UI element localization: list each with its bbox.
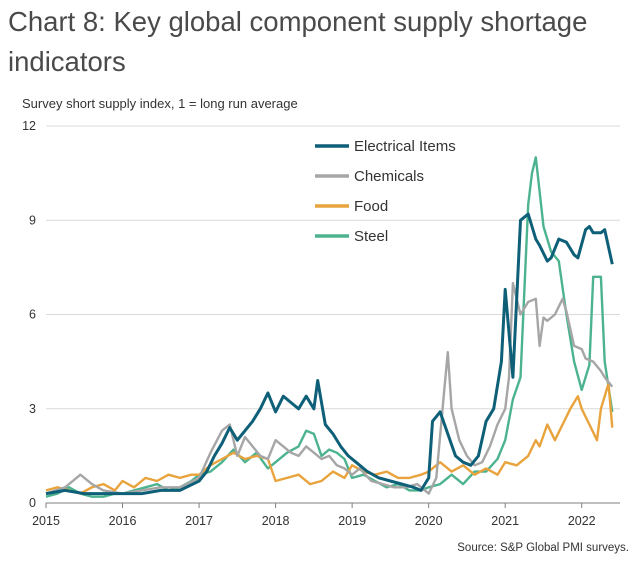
series-lines xyxy=(45,156,614,498)
source-note: Source: S&P Global PMI surveys. xyxy=(457,542,629,554)
x-tick-label: 2016 xyxy=(109,514,137,528)
legend-label-steel: Steel xyxy=(354,228,388,245)
y-tick-label: 3 xyxy=(29,402,36,416)
x-tick-label: 2020 xyxy=(415,514,443,528)
y-tick-label: 9 xyxy=(29,213,36,227)
x-tick-label: 2017 xyxy=(185,514,213,528)
series-line-food xyxy=(45,382,614,495)
series-line-electrical-items xyxy=(45,212,614,496)
legend-label-chemicals: Chemicals xyxy=(354,168,424,185)
legend-label-electrical-items: Electrical Items xyxy=(354,138,456,155)
x-tick-label: 2021 xyxy=(491,514,519,528)
y-tick-label: 12 xyxy=(22,119,36,133)
y-axis-ticks: 0 3 6 9 12 xyxy=(22,119,36,510)
y-tick-label: 0 xyxy=(29,496,36,510)
chart-title: Chart 8: Key global component supply sho… xyxy=(8,6,588,77)
x-tick-label: 2015 xyxy=(32,514,60,528)
x-tick-label: 2019 xyxy=(338,514,366,528)
x-tick-label: 2018 xyxy=(262,514,290,528)
y-axis-label: Survey short supply index, 1 = long run … xyxy=(22,96,298,111)
y-tick-label: 6 xyxy=(29,308,36,322)
series-line-steel xyxy=(45,156,614,498)
x-axis-ticks: 2015 2016 2017 2018 2019 2020 2021 2022 xyxy=(32,503,596,528)
series-line-chemicals xyxy=(45,281,614,495)
legend-label-food: Food xyxy=(354,198,388,215)
x-tick-label: 2022 xyxy=(568,514,596,528)
legend: Electrical Items Chemicals Food Steel xyxy=(315,138,456,245)
